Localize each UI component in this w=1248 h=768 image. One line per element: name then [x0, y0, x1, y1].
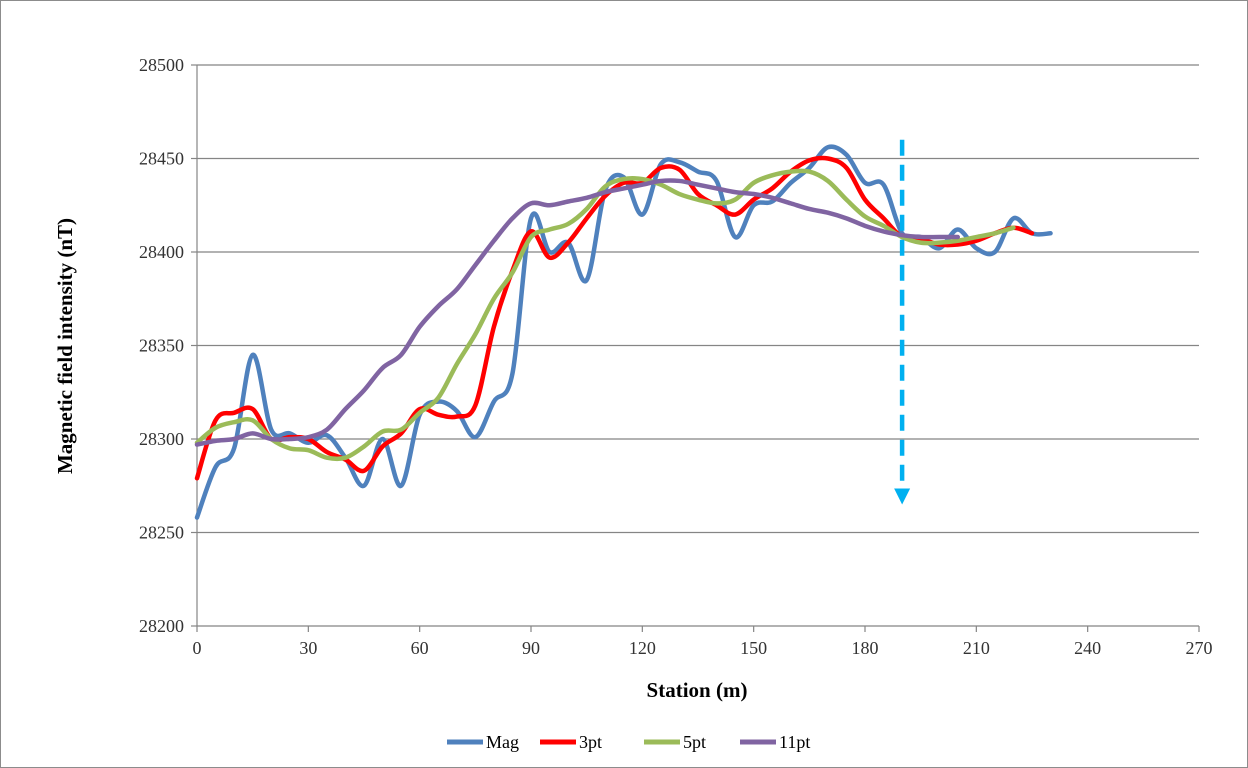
x-tick-label: 240	[1074, 638, 1101, 658]
x-tick-label: 90	[522, 638, 540, 658]
legend-label-11pt: 11pt	[779, 732, 810, 752]
x-tick-label: 120	[629, 638, 656, 658]
gridlines	[197, 64, 1199, 627]
series-layer	[194, 144, 1053, 520]
y-tick-label: 28400	[139, 242, 184, 262]
y-tick-label: 28450	[139, 149, 184, 169]
legend: Mag 3pt 5pt 11pt	[447, 732, 810, 752]
annotation-arrowhead	[894, 488, 911, 505]
series-line-11pt	[194, 178, 961, 447]
legend-label-5pt: 5pt	[683, 732, 706, 752]
x-tick-label: 210	[963, 638, 990, 658]
y-tick-label: 28350	[139, 336, 184, 356]
x-tick-label: 0	[193, 638, 202, 658]
x-tick-label: 60	[411, 638, 429, 658]
y-tick-label: 28300	[139, 429, 184, 449]
x-tick-labels: 0 30 60 90 120 150 180 210 240 270	[193, 638, 1213, 658]
axes	[191, 64, 1200, 632]
x-axis-title: Station (m)	[647, 678, 748, 702]
y-tick-labels: 28200 28250 28300 28350 28400 28450 28500	[139, 55, 184, 636]
x-tick-label: 270	[1186, 638, 1213, 658]
x-tick-label: 30	[299, 638, 317, 658]
x-tick-label: 180	[852, 638, 879, 658]
y-tick-label: 28200	[139, 616, 184, 636]
y-tick-label: 28250	[139, 523, 184, 543]
legend-label-mag: Mag	[486, 732, 519, 752]
legend-label-3pt: 3pt	[579, 732, 602, 752]
series-line-mag	[194, 144, 1053, 520]
y-axis-title: Magnetic field intensity (nT)	[53, 218, 77, 474]
y-tick-label: 28500	[139, 55, 184, 75]
annotation-layer	[894, 139, 911, 505]
series-line-5pt	[194, 168, 1016, 462]
x-tick-label: 150	[740, 638, 767, 658]
